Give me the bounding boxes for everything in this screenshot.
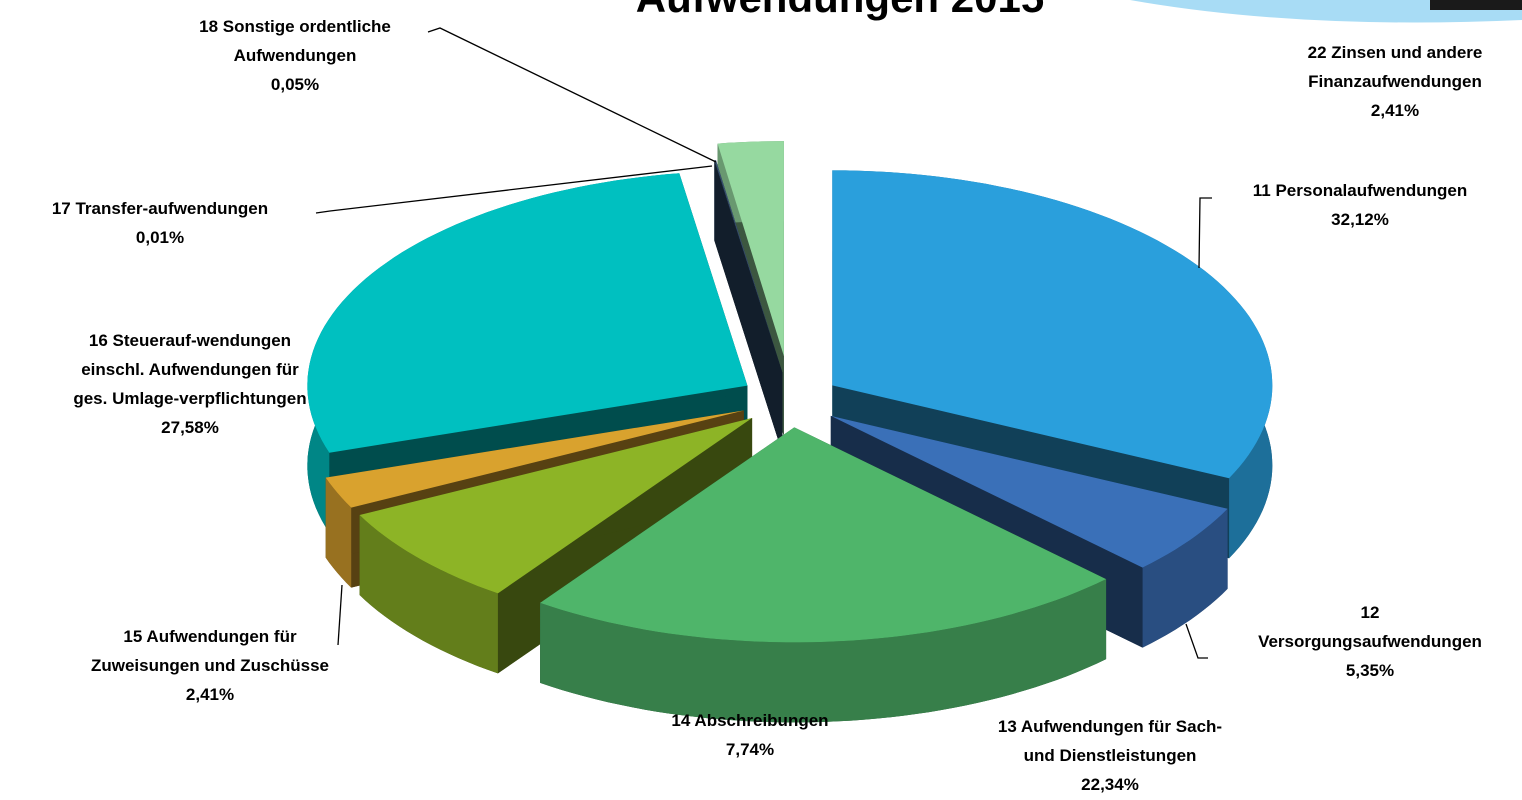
value-label: 2,41% <box>185 685 235 704</box>
category-label: 13 Aufwendungen für Sach- und Dienstleis… <box>997 717 1223 765</box>
data-label: 22 Zinsen und andere Finanzaufwendungen 2… <box>1280 38 1510 125</box>
leader-line <box>427 27 717 163</box>
leader-line <box>1198 197 1212 269</box>
value-label: 7,74% <box>725 740 775 759</box>
category-label: 12 Versorgungsaufwendungen <box>1258 603 1482 651</box>
category-label: 14 Abschreibungen <box>671 711 829 730</box>
category-label: 18 Sonstige ordentliche Aufwendungen <box>199 17 391 65</box>
decoration <box>1130 0 1522 23</box>
value-label: 27,58% <box>161 418 219 437</box>
data-label: 14 Abschreibungen 7,74% <box>620 706 880 764</box>
category-label: 11 Personalaufwendungen <box>1252 181 1468 200</box>
category-label: 15 Aufwendungen für Zuweisungen und Zusc… <box>90 627 330 675</box>
slice <box>540 427 1107 723</box>
data-label: 13 Aufwendungen für Sach- und Dienstleis… <box>985 712 1235 799</box>
data-label: 17 Transfer-aufwendungen 0,01% <box>0 194 320 252</box>
value-label: 32,12% <box>1331 210 1389 229</box>
value-label: 0,01% <box>135 228 185 247</box>
category-label: 17 Transfer-aufwendungen <box>51 199 269 218</box>
data-label: 15 Aufwendungen für Zuweisungen und Zusc… <box>80 622 340 709</box>
slice-wall <box>359 515 498 674</box>
slice-top <box>830 415 1228 568</box>
leader-line <box>315 165 713 214</box>
slice-wall <box>540 579 1107 723</box>
slice-wall <box>1142 508 1228 648</box>
category-label: 22 Zinsen und andere Finanzaufwendungen <box>1307 43 1483 91</box>
slice-side <box>714 160 783 453</box>
data-label: 11 Personalaufwendungen 32,12% <box>1210 176 1510 234</box>
data-label: 12 Versorgungsaufwendungen 5,35% <box>1254 598 1486 685</box>
slice-top <box>540 427 1107 643</box>
slice-wall <box>325 477 352 588</box>
slice <box>714 160 783 453</box>
chart-title: Aufwendungen 2015 <box>440 0 1240 22</box>
value-label: 22,34% <box>1081 775 1139 794</box>
slice-top <box>717 141 784 357</box>
value-label: 2,41% <box>1370 101 1420 120</box>
leader-line <box>337 584 343 646</box>
leader-lines <box>315 27 1212 659</box>
pie <box>307 141 1273 723</box>
value-label: 0,05% <box>270 75 320 94</box>
slice-top <box>714 160 783 373</box>
category-label: 16 Steuerauf-wendungen einschl. Aufwendu… <box>73 331 307 408</box>
data-label: 16 Steuerauf-wendungen einschl. Aufwendu… <box>63 326 318 442</box>
data-label: 18 Sonstige ordentliche Aufwendungen 0,05… <box>175 12 415 99</box>
value-label: 5,35% <box>1345 661 1395 680</box>
slice-top <box>325 410 744 508</box>
slice-top <box>359 418 753 594</box>
slice-top <box>307 173 748 453</box>
leader-line <box>1185 623 1208 659</box>
slice-top <box>714 160 783 373</box>
decoration <box>1430 0 1522 10</box>
slice-top <box>832 170 1273 479</box>
